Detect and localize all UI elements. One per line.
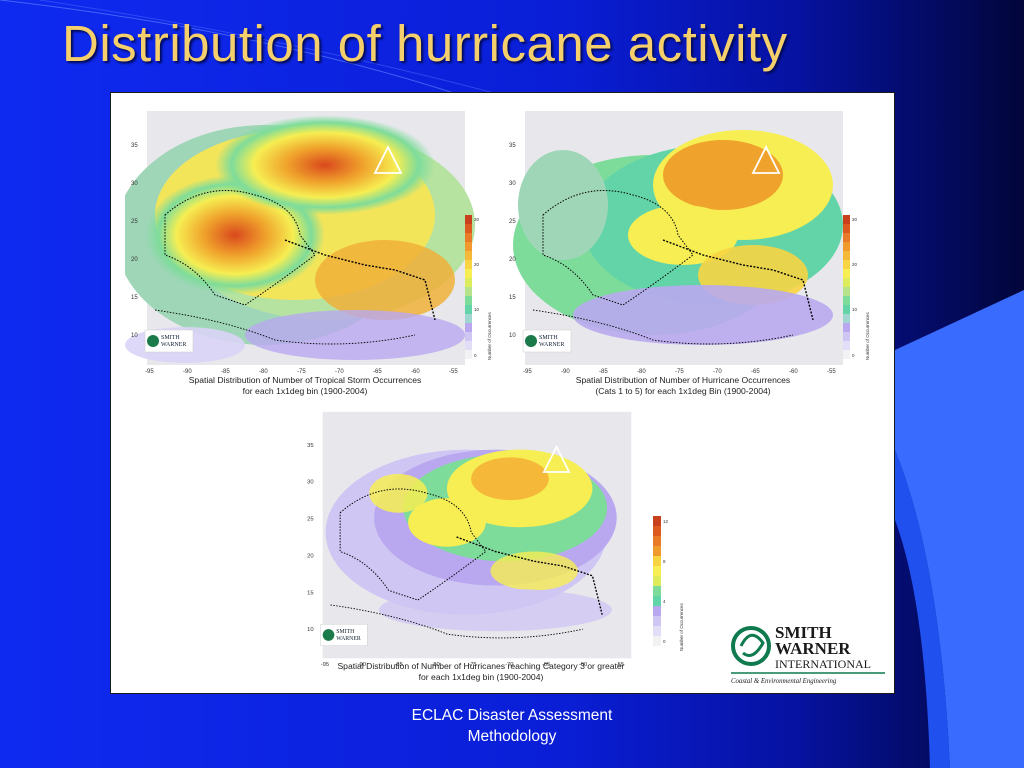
x-tick: -95 <box>145 369 154 375</box>
x-axis: -95 -90 -85 -80 -75 -70 -65 -60 -55 <box>145 369 458 375</box>
small-logo-smith: SMITH <box>336 629 355 635</box>
legend-title: Number of Occurrences <box>865 311 870 360</box>
map-major-hurricanes-plot: SMITH WARNER 35 30 25 20 15 10 -95 -90 -… <box>307 411 632 668</box>
logo-international: INTERNATIONAL <box>775 657 871 671</box>
x-tick: -75 <box>297 369 306 375</box>
x-tick: -85 <box>599 369 608 375</box>
small-logo-warner: WARNER <box>539 342 564 348</box>
x-tick: -80 <box>259 369 268 375</box>
map-tropical-storms-plot: SMITH WARNER 35 30 25 20 15 10 -95 -90 -… <box>125 111 475 375</box>
x-tick: -65 <box>751 369 760 375</box>
map-caption: Spatial Distribution of Number of Hurric… <box>337 661 625 682</box>
legend-title: Number of Occurrences <box>487 311 492 360</box>
x-tick: -70 <box>335 369 344 375</box>
legend-hurricanes: 30 20 10 0 Number of Occurrences <box>843 215 870 360</box>
x-tick: -60 <box>411 369 420 375</box>
legend-label: 10 <box>474 307 480 312</box>
y-axis: 35 30 25 20 15 10 <box>131 143 138 339</box>
legend-label: 10 <box>852 307 858 312</box>
y-tick: 35 <box>509 143 516 149</box>
x-tick: -65 <box>542 662 550 668</box>
y-tick: 30 <box>509 181 516 187</box>
x-axis: -95 -90 -85 -80 -75 -70 -65 -60 -55 <box>523 369 836 375</box>
y-tick: 25 <box>307 517 313 523</box>
smith-warner-logo: SMITH WARNER INTERNATIONAL Coastal & Env… <box>731 623 885 685</box>
y-tick: 20 <box>509 257 516 263</box>
x-tick: -80 <box>431 662 439 668</box>
x-tick: -80 <box>637 369 646 375</box>
legend-label: 30 <box>852 217 858 222</box>
y-tick: 35 <box>131 143 138 149</box>
x-tick: -55 <box>827 369 836 375</box>
map-hurricanes: SMITH WARNER 35 30 25 20 15 10 -95 -90 -… <box>503 105 883 396</box>
legend-label: 30 <box>474 217 480 222</box>
legend-title: Number of Occurrences <box>679 602 684 651</box>
y-tick: 30 <box>131 181 138 187</box>
x-tick: -90 <box>561 369 570 375</box>
y-tick: 20 <box>131 257 138 263</box>
map-major-hurricanes: SMITH WARNER 35 30 25 20 15 10 -95 -90 -… <box>301 406 701 691</box>
slide-title: Distribution of hurricane activity <box>62 15 788 72</box>
map-caption: Spatial Distribution of Number of Hurric… <box>575 375 791 396</box>
legend-label: 4 <box>663 599 666 604</box>
small-logo-smith: SMITH <box>539 335 558 341</box>
x-tick: -65 <box>373 369 382 375</box>
x-tick: -85 <box>221 369 230 375</box>
map-caption: Spatial Distribution of Number of Tropic… <box>188 375 422 396</box>
hurricane-figure: SMITH WARNER 35 30 25 20 15 10 -95 -90 -… <box>110 92 895 694</box>
small-logo-warner: WARNER <box>336 636 361 642</box>
logo-smith: SMITH <box>775 623 832 642</box>
slide-footer: ECLAC Disaster Assessment Methodology <box>372 705 652 747</box>
y-tick: 10 <box>307 627 313 633</box>
x-tick: -85 <box>394 662 402 668</box>
y-tick: 10 <box>131 333 138 339</box>
y-tick: 15 <box>131 295 138 301</box>
map-tropical-storms: SMITH WARNER 35 30 25 20 15 10 -95 -90 -… <box>125 105 492 396</box>
legend-tropical-storms: 30 20 10 0 Number of Occurrences <box>465 215 492 360</box>
y-tick: 15 <box>509 295 516 301</box>
x-tick: -60 <box>579 662 587 668</box>
y-axis: 35 30 25 20 15 10 <box>307 443 313 633</box>
x-tick: -70 <box>713 369 722 375</box>
x-tick: -90 <box>183 369 192 375</box>
logo-tagline: Coastal & Environmental Engineering <box>731 678 837 685</box>
y-tick: 35 <box>307 443 313 449</box>
y-tick: 25 <box>509 219 516 225</box>
legend-label: 0 <box>663 639 666 644</box>
x-tick: -70 <box>505 662 513 668</box>
y-tick: 15 <box>307 590 313 596</box>
small-logo-warner: WARNER <box>161 342 186 348</box>
logo-warner: WARNER <box>775 639 851 658</box>
map-hurricanes-plot: SMITH WARNER 35 30 25 20 15 10 -95 -90 -… <box>509 111 843 375</box>
y-tick: 10 <box>509 333 516 339</box>
x-tick: -75 <box>675 369 684 375</box>
y-tick: 25 <box>131 219 138 225</box>
footer-text: ECLAC Disaster Assessment Methodology <box>411 707 613 745</box>
y-tick: 20 <box>307 553 313 559</box>
x-tick: -95 <box>523 369 532 375</box>
legend-label: 0 <box>474 353 477 358</box>
y-axis: 35 30 25 20 15 10 <box>509 143 516 339</box>
legend-label: 20 <box>474 262 480 267</box>
x-tick: -55 <box>616 662 624 668</box>
legend-label: 8 <box>663 559 666 564</box>
x-tick: -75 <box>468 662 476 668</box>
legend-label: 20 <box>852 262 858 267</box>
small-logo-smith: SMITH <box>161 335 180 341</box>
legend-label: 0 <box>852 353 855 358</box>
x-tick: -60 <box>789 369 798 375</box>
x-tick: -90 <box>358 662 366 668</box>
x-tick: -55 <box>449 369 458 375</box>
x-tick: -95 <box>321 662 329 668</box>
legend-label: 12 <box>663 519 669 524</box>
x-axis: -95 -90 -85 -80 -75 -70 -65 -60 -55 <box>321 662 624 668</box>
legend-major-hurricanes: 12 8 4 0 Number of Occurrences <box>653 516 684 651</box>
y-tick: 30 <box>307 480 313 486</box>
